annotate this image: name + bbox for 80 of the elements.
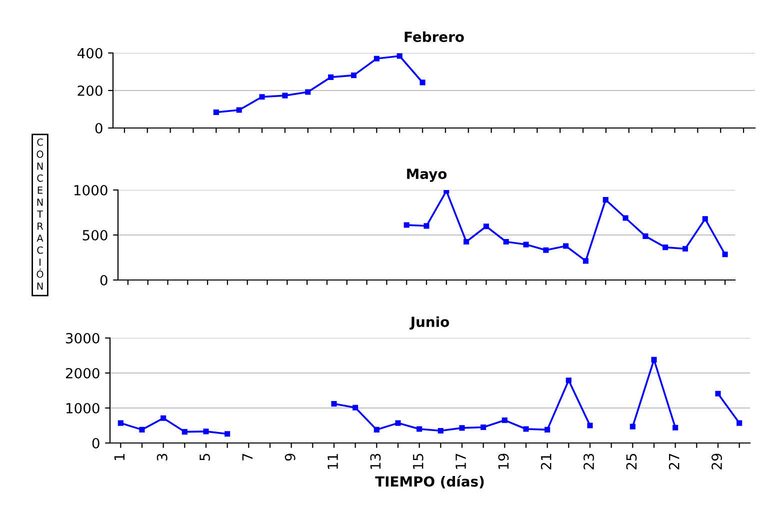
- text: CONCENTRACIÓN: [36, 138, 44, 290]
- point: [602, 197, 608, 203]
- point: [736, 420, 742, 426]
- x-tick-label: 13: [370, 454, 381, 469]
- point: [622, 215, 628, 221]
- x-tick-label: 23: [584, 454, 594, 470]
- x-tick-label: 25: [626, 454, 637, 470]
- point: [424, 223, 430, 229]
- x-tick-label: 21: [540, 454, 552, 470]
- point: [374, 426, 380, 432]
- point: [438, 428, 444, 434]
- point: [374, 56, 380, 62]
- point: [118, 420, 124, 426]
- x-tick-label: 5: [200, 454, 210, 460]
- point: [483, 224, 489, 230]
- point: [702, 216, 708, 222]
- point: [672, 424, 678, 430]
- point: [651, 356, 657, 362]
- point: [722, 252, 728, 258]
- y-tick-label: 1000: [74, 184, 108, 196]
- point: [328, 74, 334, 80]
- point: [566, 378, 572, 384]
- point: [642, 233, 648, 239]
- point: [523, 242, 529, 248]
- x-tick-label: 7: [242, 454, 252, 460]
- x-tick-label: 19: [498, 454, 509, 469]
- point: [236, 107, 242, 113]
- point: [630, 424, 636, 430]
- point: [350, 72, 357, 78]
- chart-title: Febrero: [404, 31, 464, 42]
- x-tick-label: 29: [712, 454, 722, 470]
- x-axis-title: TIEMPO (días): [375, 475, 484, 488]
- y-tick-label: 0: [92, 438, 100, 448]
- point: [396, 53, 402, 59]
- point: [523, 426, 529, 432]
- point: [464, 238, 470, 245]
- point: [502, 417, 508, 424]
- x-tick-label: 11: [328, 454, 338, 469]
- point: [563, 243, 569, 249]
- x-tick-label: 9: [284, 454, 296, 461]
- point: [282, 92, 288, 98]
- point: [139, 426, 145, 432]
- point: [682, 246, 688, 252]
- y-tick-label: 200: [78, 85, 102, 96]
- point: [662, 244, 668, 250]
- point: [160, 415, 166, 421]
- point: [543, 247, 549, 253]
- point: [331, 401, 337, 407]
- y-tick-label: 0: [100, 274, 108, 286]
- y-tick-label: 1000: [66, 402, 100, 414]
- point: [503, 238, 509, 245]
- point: [715, 390, 721, 396]
- point: [420, 80, 426, 86]
- x-tick-label: 17: [456, 454, 466, 469]
- y-tick-label: 400: [77, 48, 102, 58]
- y-tick-label: 2000: [66, 368, 100, 378]
- x-tick-label: 15: [413, 454, 424, 469]
- y-tick-label: 500: [82, 230, 108, 240]
- x-tick-label: 1: [114, 454, 124, 460]
- point: [587, 422, 593, 428]
- y-tick-label: 3000: [66, 332, 100, 344]
- x-tick-label: 3: [156, 454, 168, 460]
- point: [404, 222, 410, 228]
- point: [224, 431, 230, 437]
- point: [203, 428, 209, 434]
- y-tick-label: 0: [95, 122, 102, 134]
- point: [544, 426, 550, 432]
- point: [352, 404, 358, 410]
- point: [459, 425, 465, 431]
- chart-title: Mayo: [407, 168, 447, 182]
- chart-title: Junio: [410, 316, 450, 330]
- point: [305, 89, 311, 95]
- point: [582, 258, 589, 264]
- point: [182, 429, 188, 435]
- point: [259, 94, 265, 100]
- point: [213, 109, 219, 116]
- x-tick-label: 27: [668, 454, 680, 470]
- point: [480, 424, 486, 430]
- point: [395, 420, 401, 426]
- point: [416, 426, 422, 432]
